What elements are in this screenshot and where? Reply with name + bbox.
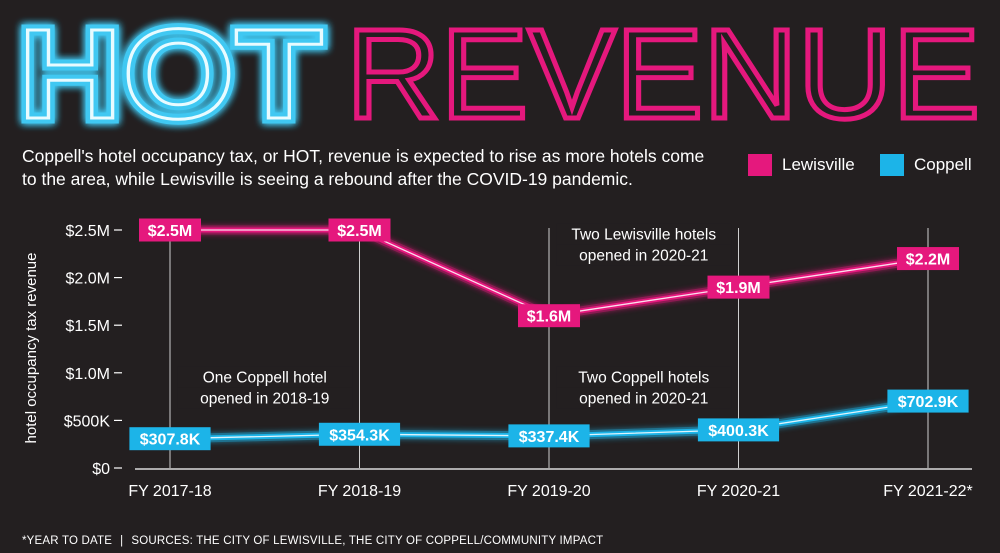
data-label-bg-coppell-0 bbox=[129, 427, 211, 451]
data-label-lewisville-4: $2.2M bbox=[906, 252, 950, 269]
y-axis-label: hotel occupancy tax revenue bbox=[23, 253, 40, 444]
annotation-1-line-1: opened in 2018-19 bbox=[200, 390, 329, 407]
headline-revenue: REVENUE bbox=[346, 3, 980, 140]
data-label-bg-coppell-2 bbox=[508, 424, 590, 448]
data-label-bg-lewisville-4 bbox=[897, 247, 959, 271]
x-tick-label-1: FY 2018-19 bbox=[318, 483, 401, 500]
legend-swatch-coppell bbox=[880, 154, 904, 176]
annotation-bg-0-1 bbox=[556, 244, 732, 266]
y-tick-label-0: $0 bbox=[92, 461, 110, 478]
data-label-lewisville-0: $2.5M bbox=[148, 223, 192, 240]
x-tick-label-4: FY 2021-22* bbox=[883, 483, 973, 500]
data-label-lewisville-3: $1.9M bbox=[716, 280, 760, 297]
y-tick-label-5: $2.5M bbox=[66, 223, 110, 240]
data-label-lewisville-1: $2.5M bbox=[337, 223, 381, 240]
footer: *YEAR TO DATE | SOURCES: THE CITY OF LEWIS… bbox=[22, 535, 603, 547]
data-label-lewisville-2: $1.6M bbox=[527, 309, 571, 326]
annotation-bg-0-0 bbox=[556, 223, 732, 245]
legend-item-lewisville: Lewisville bbox=[748, 153, 855, 177]
annotation-bg-2-1 bbox=[556, 387, 732, 409]
data-label-coppell-4: $702.9K bbox=[898, 394, 959, 411]
annotation-bg-1-0 bbox=[177, 366, 353, 388]
legend-label-lewisville: Lewisville bbox=[782, 155, 855, 174]
footer-sources: SOURCES: THE CITY OF LEWISVILLE, THE CIT… bbox=[131, 535, 604, 547]
headline-hot-core: HOT bbox=[18, 3, 323, 140]
headline-hot: HOT bbox=[18, 3, 323, 140]
headline: HOT HOT REVENUE bbox=[13, 0, 983, 140]
footer-note: *YEAR TO DATE bbox=[22, 535, 113, 547]
legend-swatch-lewisville bbox=[748, 154, 772, 176]
data-label-coppell-0: $307.8K bbox=[140, 432, 201, 449]
x-tick-label-3: FY 2020-21 bbox=[697, 483, 780, 500]
data-label-bg-lewisville-0 bbox=[139, 218, 201, 242]
data-label-bg-lewisville-3 bbox=[707, 275, 770, 299]
data-label-bg-coppell-4 bbox=[887, 389, 969, 413]
annotation-bg-1-1 bbox=[177, 387, 353, 409]
footer-separator: | bbox=[120, 535, 124, 547]
legend-label-coppell: Coppell bbox=[914, 155, 972, 174]
intro-text: Coppell's hotel occupancy tax, or HOT, r… bbox=[22, 146, 705, 189]
data-label-coppell-3: $400.3K bbox=[708, 423, 769, 440]
annotation-2-line-1: opened in 2020-21 bbox=[579, 390, 708, 407]
data-label-coppell-1: $354.3K bbox=[329, 427, 390, 444]
annotation-2-line-0: Two Coppell hotels bbox=[578, 369, 709, 386]
y-tick-label-4: $2.0M bbox=[66, 271, 110, 288]
y-tick-label-1: $500K bbox=[64, 413, 111, 430]
x-tick-label-0: FY 2017-18 bbox=[128, 483, 211, 500]
legend-item-coppell: Coppell bbox=[880, 153, 972, 177]
annotation-0-line-0: Two Lewisville hotels bbox=[571, 227, 716, 244]
y-tick-label-3: $1.5M bbox=[66, 318, 110, 335]
data-label-bg-coppell-3 bbox=[697, 418, 780, 442]
annotation-0-line-1: opened in 2020-21 bbox=[579, 248, 708, 265]
x-tick-label-2: FY 2019-20 bbox=[507, 483, 590, 500]
annotation-bg-2-0 bbox=[556, 366, 732, 388]
data-label-bg-lewisville-2 bbox=[518, 304, 580, 328]
annotation-1-line-0: One Coppell hotel bbox=[203, 369, 327, 386]
data-label-coppell-2: $337.4K bbox=[519, 429, 580, 446]
y-tick-label-2: $1.0M bbox=[66, 366, 110, 383]
data-label-bg-lewisville-1 bbox=[328, 218, 391, 242]
data-label-bg-coppell-1 bbox=[318, 422, 401, 446]
